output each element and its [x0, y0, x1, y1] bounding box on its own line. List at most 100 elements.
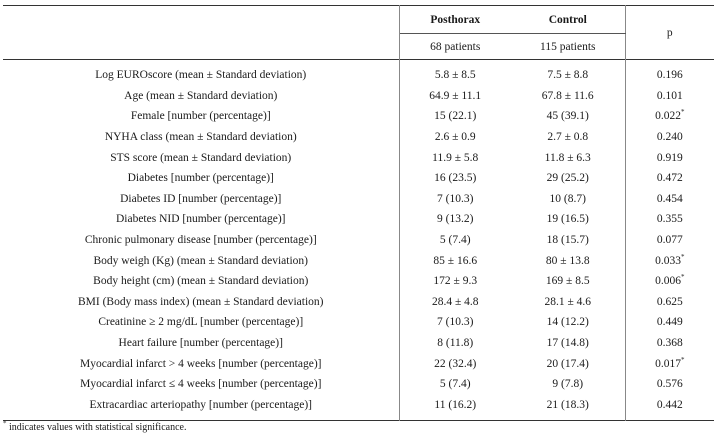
p-value: 0.077: [625, 230, 714, 251]
posthorax-value: 2.6 ± 0.9: [434, 131, 476, 144]
p-value: 0.240: [625, 127, 714, 148]
row-label: Female [number (percentage)]: [3, 106, 400, 127]
row-label: Diabetes NID [number (percentage)]: [3, 209, 400, 230]
row-label: Log EUROscore (mean ± Standard deviation…: [3, 59, 400, 86]
table-row: Extracardiac arteriopathy [number (perce…: [3, 394, 714, 421]
p-value: 0.022*: [625, 106, 714, 127]
p-value: 0.576: [625, 374, 714, 395]
p-value-number: 0.449: [656, 316, 683, 329]
table-row: Myocardial infarct ≤ 4 weeks [number (pe…: [3, 373, 714, 395]
control-value: 14 (12.2): [511, 312, 626, 333]
posthorax-value: 5.8 ± 8.5: [434, 69, 476, 82]
control-value: 28.1 ± 4.6: [511, 291, 626, 313]
table-header: Posthorax Control p 68 patients 115 pati…: [3, 5, 714, 60]
control-value: 19 (16.5): [511, 209, 626, 230]
footnote: * indicates values with statistical sign…: [3, 420, 187, 433]
table-row: Chronic pulmonary disease [number (perce…: [3, 229, 714, 251]
p-value: 0.472: [625, 168, 714, 189]
p-value: 0.449: [625, 312, 714, 333]
control-value: 21 (18.3): [511, 394, 626, 421]
p-value-number: 0.625: [656, 295, 683, 308]
p-value-number: 0.368: [656, 337, 683, 350]
posthorax-value: 16 (23.5): [434, 172, 477, 185]
table-row: Diabetes ID [number (percentage)] 7 (10.3…: [3, 188, 714, 210]
p-value-number: 0.196: [656, 69, 683, 82]
table-row: Creatinine ≥ 2 mg/dL [number (percentage…: [3, 312, 714, 333]
p-value-number: 0.022: [655, 110, 681, 123]
p-value-number: 0.442: [656, 398, 683, 411]
significance-marker: *: [680, 355, 685, 364]
posthorax-value: 5 (7.4): [439, 378, 471, 391]
control-value: 67.8 ± 11.6: [511, 85, 626, 107]
p-value: 0.033*: [625, 250, 714, 271]
control-value: 11.8 ± 6.3: [511, 147, 626, 168]
posthorax-value: 5 (7.4): [439, 234, 471, 247]
p-value: 0.017*: [625, 353, 714, 374]
table-row: Body height (cm) (mean ± Standard deviat…: [3, 270, 714, 292]
row-label: Chronic pulmonary disease [number (perce…: [3, 229, 400, 251]
posthorax-value: 85 ± 16.6: [433, 254, 478, 267]
posthorax-value: 172 ± 9.3: [433, 275, 478, 288]
table-row: Diabetes NID [number (percentage)] 9 (13.…: [3, 209, 714, 230]
posthorax-value: 9 (13.2): [437, 213, 474, 226]
control-value: 45 (39.1): [511, 106, 626, 127]
p-value: 0.101: [625, 86, 714, 107]
row-label: Age (mean ± Standard deviation): [3, 85, 400, 107]
p-value-number: 0.472: [656, 172, 683, 185]
p-value-number: 0.355: [656, 213, 683, 226]
p-value-number: 0.006: [655, 275, 681, 288]
p-value-number: 0.454: [656, 192, 683, 205]
row-label: Body height (cm) (mean ± Standard deviat…: [3, 270, 400, 292]
header-p-value: p: [666, 26, 673, 39]
header-posthorax-n: 68 patients: [430, 40, 481, 53]
p-value: 0.196: [625, 60, 714, 86]
row-label: Diabetes [number (percentage)]: [3, 167, 400, 189]
p-value: 0.355: [625, 209, 714, 230]
posthorax-value: 8 (11.8): [437, 337, 474, 350]
table-row: Myocardial infarct > 4 weeks [number (pe…: [3, 353, 714, 374]
p-value-number: 0.240: [656, 131, 683, 144]
table-row: Log EUROscore (mean ± Standard deviation…: [3, 59, 714, 86]
header-control: Control: [511, 5, 626, 34]
p-value-number: 0.033: [655, 254, 681, 267]
table-row: Female [number (percentage)] 15 (22.1) 45 …: [3, 106, 714, 127]
significance-marker: *: [680, 252, 685, 261]
p-value-number: 0.077: [656, 234, 683, 247]
table-row: STS score (mean ± Standard deviation) 11.…: [3, 147, 714, 168]
p-value-number: 0.576: [656, 378, 683, 391]
posthorax-value: 22 (32.4): [434, 357, 477, 370]
p-value: 0.368: [625, 333, 714, 354]
row-label: STS score (mean ± Standard deviation): [3, 147, 400, 168]
control-value: 18 (15.7): [511, 229, 626, 251]
p-value: 0.454: [625, 189, 714, 210]
row-label: Myocardial infarct > 4 weeks [number (pe…: [3, 353, 400, 374]
row-label: NYHA class (mean ± Standard deviation): [3, 126, 400, 148]
p-value: 0.006*: [625, 271, 714, 292]
control-value: 10 (8.7): [511, 188, 626, 210]
row-label: Creatinine ≥ 2 mg/dL [number (percentage…: [3, 312, 400, 333]
posthorax-value: 28.4 ± 4.8: [431, 295, 479, 308]
control-value: 169 ± 8.5: [511, 270, 626, 292]
row-label: Body weigh (Kg) (mean ± Standard deviati…: [3, 250, 400, 271]
table-row: Body weigh (Kg) (mean ± Standard deviati…: [3, 250, 714, 271]
table-body: Log EUROscore (mean ± Standard deviation…: [3, 59, 714, 421]
row-label: Heart failure [number (percentage)]: [3, 332, 400, 354]
table-row: Age (mean ± Standard deviation) 64.9 ± 11…: [3, 85, 714, 107]
control-value: 7.5 ± 8.8: [511, 59, 626, 86]
patient-characteristics-table: Posthorax Control p 68 patients 115 pati…: [3, 5, 714, 421]
control-value: 2.7 ± 0.8: [511, 126, 626, 148]
footnote-text: indicates values with statistical signif…: [9, 422, 187, 433]
control-value: 9 (7.8): [511, 373, 626, 395]
posthorax-value: 11.9 ± 5.8: [432, 151, 479, 164]
posthorax-value: 11 (16.2): [434, 398, 477, 411]
table-row: Diabetes [number (percentage)] 16 (23.5) 2…: [3, 167, 714, 189]
row-label: Myocardial infarct ≤ 4 weeks [number (pe…: [3, 373, 400, 395]
control-value: 20 (17.4): [511, 353, 626, 374]
p-value: 0.919: [625, 147, 714, 168]
posthorax-value: 7 (10.3): [437, 316, 474, 329]
posthorax-value: 15 (22.1): [434, 110, 477, 123]
control-value: 29 (25.2): [511, 167, 626, 189]
table-row: Heart failure [number (percentage)] 8 (11…: [3, 332, 714, 354]
p-value-number: 0.017: [655, 357, 681, 370]
